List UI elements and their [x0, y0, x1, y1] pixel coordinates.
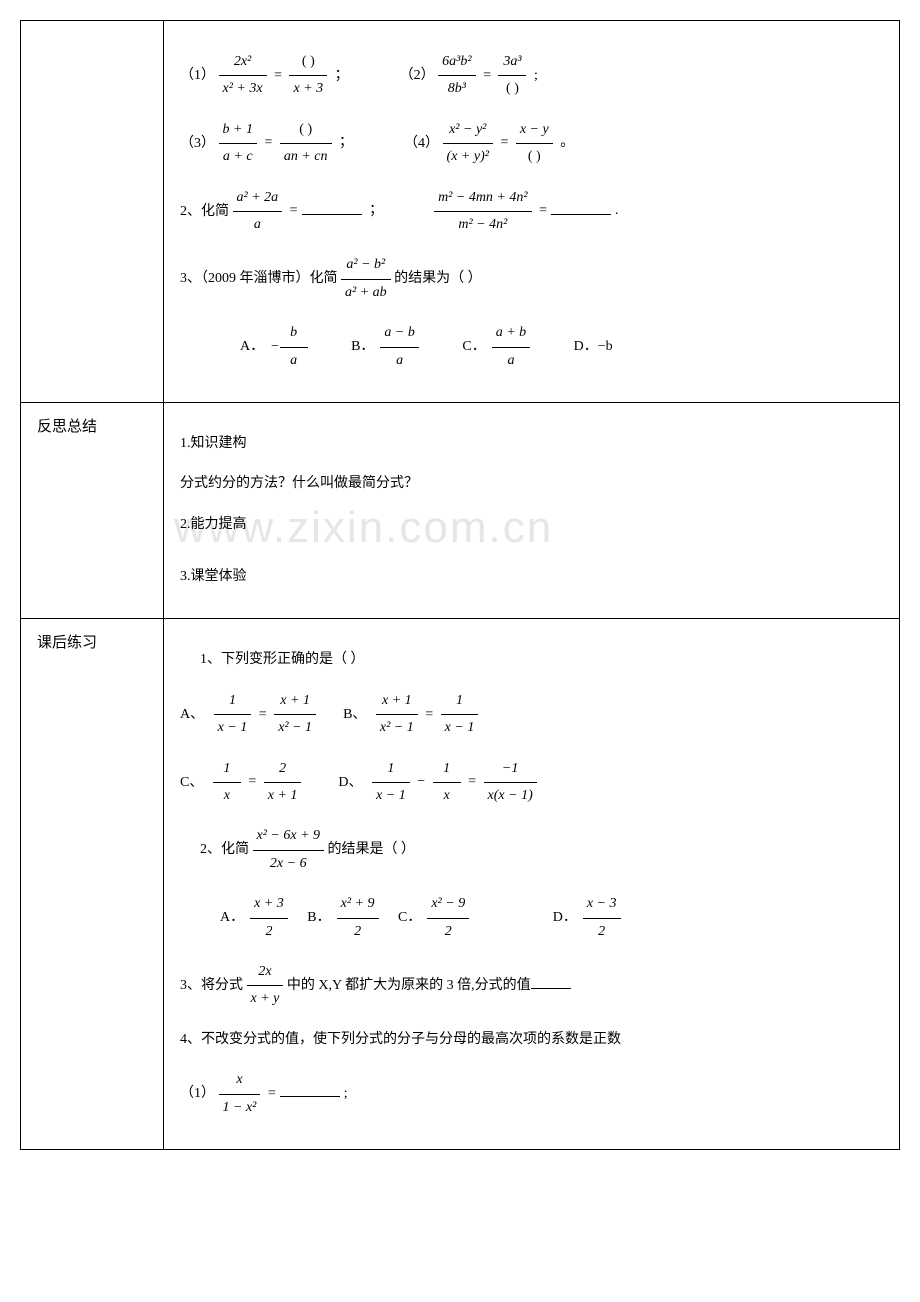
ex-q1: 1、下列变形正确的是（ ）: [180, 649, 883, 671]
ex-q2-options: A．x + 32 B．x² + 92 C．x² − 92 D．x − 32: [180, 893, 883, 943]
ex-q3: 3、将分式 2xx + y 中的 X,Y 都扩大为原来的 3 倍,分式的值: [180, 961, 883, 1011]
q3-options: A．−ba B．a − ba C．a + ba D．−b: [180, 322, 883, 372]
row2-label: 反思总结: [21, 402, 164, 619]
ex-q4: 4、不改变分式的值，使下列分式的分子与分母的最高次项的系数是正数: [180, 1029, 883, 1051]
ex-q1-ab: A、 1x − 1 = x + 1x² − 1 B、 x + 1x² − 1 =…: [180, 690, 883, 740]
reflect-3: 2.能力提高: [180, 514, 883, 536]
row1-content: （1） 2x²x² + 3x = ( )x + 3 ； （2） 6a³b²8b³…: [164, 21, 900, 403]
reflect-1: 1.知识建构: [180, 433, 883, 455]
row1-label: [21, 21, 164, 403]
ex-q2: 2、化简 x² − 6x + 92x − 6 的结果是（ ）: [180, 825, 883, 875]
main-table: （1） 2x²x² + 3x = ( )x + 3 ； （2） 6a³b²8b³…: [20, 20, 900, 1150]
q1-parts-12: （1） 2x²x² + 3x = ( )x + 3 ； （2） 6a³b²8b³…: [180, 51, 883, 101]
row3-content: 1、下列变形正确的是（ ） A、 1x − 1 = x + 1x² − 1 B、…: [164, 619, 900, 1149]
row2-content: www.zixin.com.cn 1.知识建构 分式约分的方法？什么叫做最简分式…: [164, 402, 900, 619]
q2-simplify: 2、化简 a² + 2aa = ； m² − 4mn + 4n²m² − 4n²…: [180, 187, 883, 237]
q1-parts-34: （3） b + 1a + c = ( )an + cn ； （4） x² − y…: [180, 119, 883, 169]
ex-q1-cd: C、 1x = 2x + 1 D、 1x − 1 − 1x = −1x(x − …: [180, 758, 883, 808]
reflect-2: 分式约分的方法？什么叫做最简分式？: [180, 473, 883, 495]
q3-zibo: 3、（2009 年淄博市）化简 a² − b²a² + ab 的结果为（ ）: [180, 254, 883, 304]
reflect-4: 3.课堂体验: [180, 566, 883, 588]
row3-label: 课后练习: [21, 619, 164, 1149]
ex-q4-p1: （1） x1 − x² =;: [180, 1069, 883, 1119]
